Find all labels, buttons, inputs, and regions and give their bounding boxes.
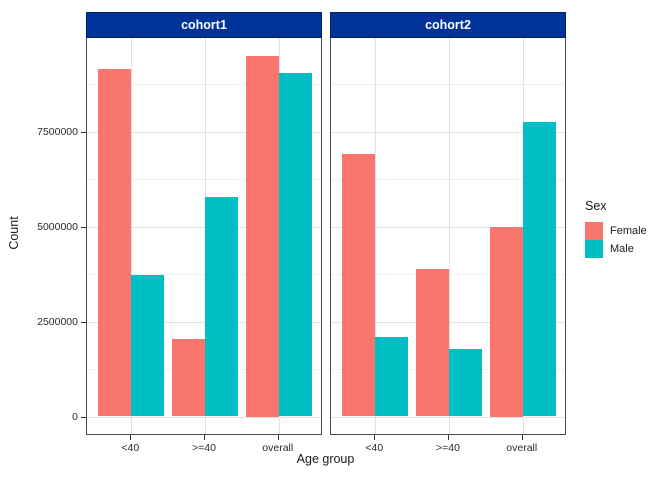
plot-area — [330, 38, 566, 435]
facet-strip-label: cohort2 — [425, 18, 471, 32]
x-tick-mark — [277, 435, 279, 440]
legend-item-female: Female — [585, 222, 647, 240]
facet-strip: cohort1 — [86, 12, 322, 38]
x-tick-mark — [448, 435, 449, 440]
y-tick-label: 0 — [72, 410, 78, 423]
gridline-major — [331, 416, 565, 418]
y-tick-mark — [81, 416, 86, 418]
bar-male — [522, 121, 556, 417]
y-tick-label: 2500000 — [37, 315, 78, 328]
facet-panel-cohort1: cohort1 <40 >=40 overall — [86, 12, 322, 454]
x-tick-mark — [521, 435, 523, 440]
y-tick-mark — [81, 131, 86, 133]
gridline-major — [87, 416, 321, 418]
y-tick-label: 7500000 — [37, 125, 78, 138]
x-tick-label: >=40 — [436, 442, 460, 454]
x-axis-ticks: <40 >=40 overall — [86, 435, 322, 459]
gridline-minor — [87, 179, 321, 180]
bar-male — [278, 72, 312, 417]
gridline-major — [331, 131, 565, 133]
bar-male — [205, 197, 238, 417]
x-tick-label: overall — [506, 442, 538, 454]
gridline-major — [331, 226, 565, 228]
legend-swatch-female — [585, 222, 603, 240]
x-axis-title: Age group — [296, 452, 355, 466]
gridline-vertical — [449, 38, 450, 434]
x-tick-label: <40 — [365, 442, 384, 454]
bar-female — [245, 55, 279, 417]
x-tick-label: overall — [262, 442, 294, 454]
gridline-vertical — [375, 38, 377, 434]
x-tick-label: <40 — [121, 442, 140, 454]
bar-female — [98, 68, 132, 417]
gridline-major — [87, 131, 321, 133]
gridline-minor — [331, 179, 565, 180]
bar-male — [449, 348, 482, 417]
plot-area — [86, 38, 322, 435]
legend-label-male: Male — [610, 243, 634, 255]
x-tick-mark — [374, 435, 376, 440]
y-tick-label: 5000000 — [37, 220, 78, 233]
bar-female — [489, 226, 523, 417]
facet-strip-label: cohort1 — [181, 18, 227, 32]
gridline-major — [87, 321, 321, 323]
legend-title: Sex — [585, 199, 607, 213]
y-tick-mark — [81, 226, 86, 228]
y-axis: 0 2500000 5000000 7500000 — [0, 38, 86, 435]
gridline-major — [87, 226, 321, 228]
facet-strip: cohort2 — [330, 12, 566, 38]
gridline-minor — [331, 84, 565, 85]
x-axis-ticks: <40 >=40 overall — [330, 435, 566, 459]
legend-label-female: Female — [610, 225, 647, 237]
gridline-vertical — [131, 38, 133, 434]
x-tick-mark — [204, 435, 205, 440]
x-tick-label: >=40 — [192, 442, 216, 454]
bar-female — [416, 269, 449, 417]
y-tick-mark — [81, 321, 86, 323]
legend: Sex Female Male — [585, 199, 647, 258]
bar-male — [375, 337, 409, 417]
gridline-minor — [87, 84, 321, 85]
gridline-minor — [87, 274, 321, 275]
bar-male — [131, 275, 165, 417]
bar-female — [342, 154, 376, 417]
legend-item-male: Male — [585, 240, 647, 258]
bar-female — [172, 338, 205, 417]
facet-panel-cohort2: cohort2 <40 >=40 overall — [330, 12, 566, 454]
x-tick-mark — [130, 435, 132, 440]
legend-swatch-male — [585, 240, 603, 258]
